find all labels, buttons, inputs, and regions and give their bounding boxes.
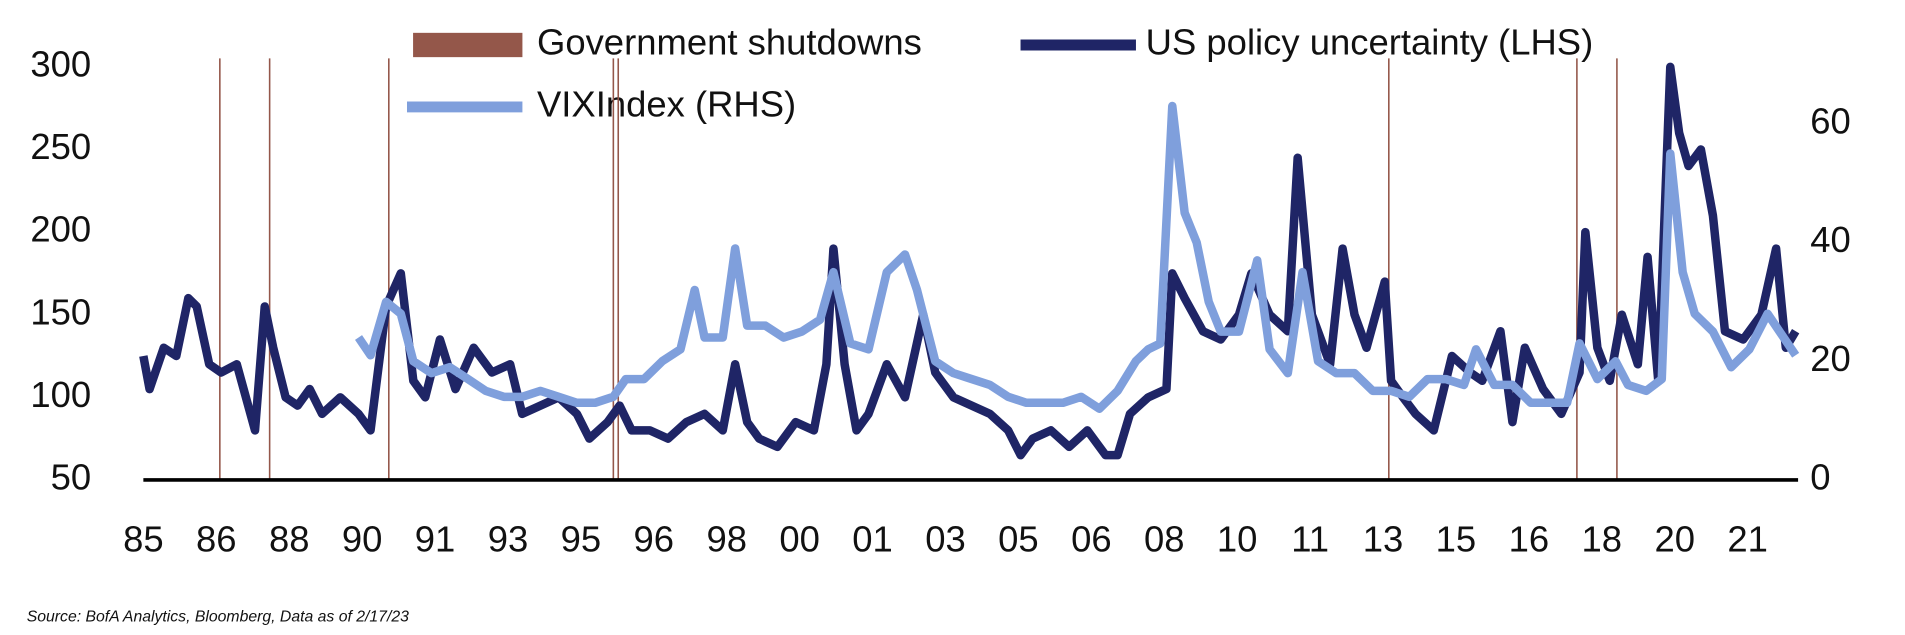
x-tick-label: 16 bbox=[1509, 519, 1550, 560]
x-tick-label: 03 bbox=[925, 519, 966, 560]
x-tick-label: 13 bbox=[1363, 519, 1404, 560]
x-tick-label: 98 bbox=[706, 519, 747, 560]
y2-tick-label: 0 bbox=[1810, 457, 1830, 498]
x-tick-label: 21 bbox=[1727, 519, 1768, 560]
series-line bbox=[139, 62, 1800, 460]
x-tick-label: 15 bbox=[1436, 519, 1477, 560]
x-tick-label: 95 bbox=[561, 519, 602, 560]
source-note: Source: BofA Analytics, Bloomberg, Data … bbox=[27, 608, 409, 625]
y-tick-label: 100 bbox=[30, 374, 91, 415]
x-tick-label: 11 bbox=[1291, 519, 1329, 560]
x-tick-label: 00 bbox=[779, 519, 820, 560]
series-line bbox=[355, 101, 1800, 413]
legend-swatch-shutdowns bbox=[413, 32, 523, 58]
x-tick-label: 06 bbox=[1071, 519, 1112, 560]
x-tick-label: 85 bbox=[123, 519, 164, 560]
x-tick-label: 05 bbox=[998, 519, 1039, 560]
x-tick-label: 01 bbox=[852, 519, 893, 560]
x-tick-label: 20 bbox=[1654, 519, 1695, 560]
y-tick-label: 250 bbox=[30, 126, 91, 167]
y2-tick-label: 40 bbox=[1810, 219, 1851, 260]
y2-tick-label: 20 bbox=[1810, 338, 1851, 379]
x-tick-label: 08 bbox=[1144, 519, 1185, 560]
x-tick-label: 18 bbox=[1582, 519, 1623, 560]
legend-label: VIXIndex (RHS) bbox=[537, 84, 796, 125]
y-tick-label: 200 bbox=[30, 209, 91, 250]
y-tick-label: 300 bbox=[30, 43, 91, 84]
x-tick-label: 96 bbox=[634, 519, 675, 560]
x-tick-label: 86 bbox=[196, 519, 237, 560]
x-tick-label: 10 bbox=[1217, 519, 1258, 560]
y-tick-label: 50 bbox=[51, 457, 92, 498]
x-tick-label: 91 bbox=[415, 519, 456, 560]
y2-tick-label: 60 bbox=[1810, 100, 1851, 141]
legend-label: US policy uncertainty (LHS) bbox=[1146, 22, 1594, 63]
legend-label: Government shutdowns bbox=[537, 22, 922, 63]
x-tick-label: 90 bbox=[342, 519, 383, 560]
x-tick-label: 88 bbox=[269, 519, 310, 560]
x-tick-label: 93 bbox=[488, 519, 529, 560]
y-tick-label: 150 bbox=[30, 291, 91, 332]
